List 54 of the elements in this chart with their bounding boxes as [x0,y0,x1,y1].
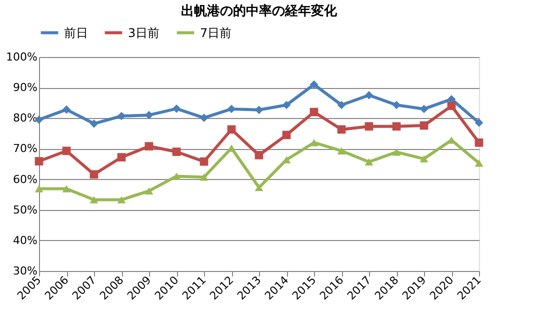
y-tick-label: 40% [13,234,38,247]
point [364,91,374,100]
y-tick-label: 50% [13,203,38,216]
point [392,122,401,131]
point [282,130,291,140]
point [227,125,236,134]
legend-label: 7日前 [200,26,232,40]
point [62,146,71,156]
point [447,102,456,110]
y-tick-label: 70% [13,142,38,156]
point [254,150,264,160]
point [420,155,428,162]
point [282,100,291,110]
point [62,105,71,114]
y-tick-label: 80% [13,112,38,125]
point [337,147,346,154]
y-tick-label: 90% [13,81,38,94]
legend-label: 3日前 [128,26,160,40]
point [90,119,98,128]
point [474,118,484,127]
point [172,148,181,156]
legend-label: 前日 [64,26,88,40]
point [172,104,181,113]
point [310,138,318,146]
point [310,108,318,116]
y-tick-label: 100% [6,50,38,64]
point [420,104,428,114]
point [62,185,71,192]
point [172,172,181,180]
y-tick-label: 30% [13,264,38,278]
point [364,122,374,131]
point [474,138,484,147]
point [144,142,154,150]
point [474,159,484,167]
point [117,196,126,204]
y-tick-label: 60% [13,172,38,186]
point [392,148,401,156]
point [200,114,208,122]
point [310,80,318,89]
chart-title: 出帆港の的中率の経年変化 [181,3,338,19]
point [90,170,98,179]
point [144,187,154,195]
point [337,125,346,134]
point [34,157,44,166]
point [200,174,208,181]
point [420,121,428,130]
point [117,153,126,162]
point [392,100,401,110]
point [337,100,346,110]
point [34,185,44,192]
point [254,184,264,192]
point [200,157,208,166]
point [364,158,374,166]
point [90,196,98,204]
